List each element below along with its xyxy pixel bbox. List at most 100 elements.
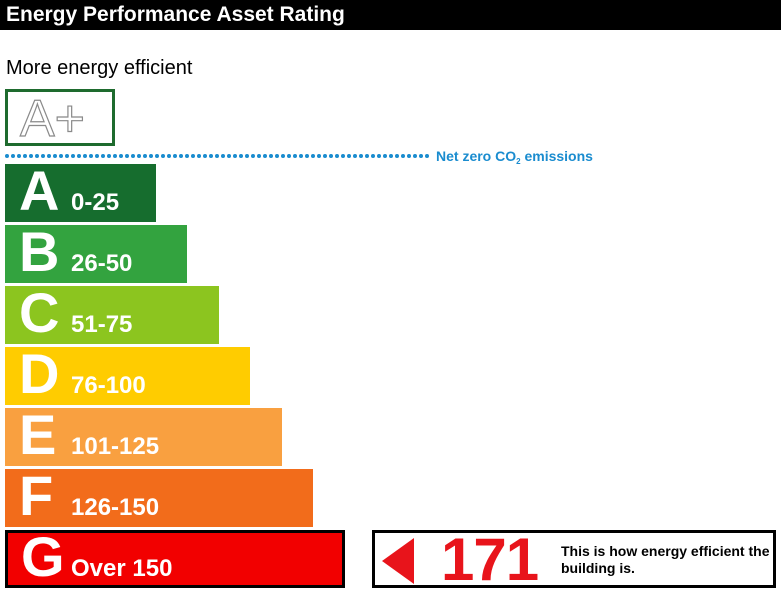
dot [299,154,303,158]
dot [317,154,321,158]
dot [95,154,99,158]
dot [11,154,15,158]
header-bar: Energy Performance Asset Rating [0,0,781,30]
band-b: B 26-50 [5,220,187,283]
dot [35,154,39,158]
band-f: F 126-150 [5,464,313,527]
dot [161,154,165,158]
dot [89,154,93,158]
dot [233,154,237,158]
dotted-line [5,154,429,158]
dot [77,154,81,158]
dot [5,154,9,158]
dot [407,154,411,158]
dot [257,154,261,158]
dot [203,154,207,158]
dot [419,154,423,158]
dot [227,154,231,158]
dot [113,154,117,158]
dot [143,154,147,158]
dot [263,154,267,158]
band-a: A 0-25 [5,159,156,222]
dot [191,154,195,158]
dot [215,154,219,158]
dot [149,154,153,158]
band-range: 0-25 [71,189,120,216]
dot [59,154,63,158]
dot [47,154,51,158]
dot [197,154,201,158]
dot [359,154,363,158]
dot [275,154,279,158]
band-g: G Over 150 [5,525,345,588]
dot [311,154,315,158]
dot [365,154,369,158]
pointer-arrow-icon [382,538,414,584]
dot [29,154,33,158]
band-range: 26-50 [71,250,133,277]
band-letter: F [19,464,54,527]
dot [401,154,405,158]
dot [83,154,87,158]
band-range: 101-125 [71,433,160,460]
dot [341,154,345,158]
dot [329,154,333,158]
net-zero-label: Net zero CO2 emissions [436,148,593,166]
dot [293,154,297,158]
band-d: D 76-100 [5,342,250,405]
band-a-plus-label: A+ [20,92,85,143]
band-range: 126-150 [71,494,160,521]
dot [173,154,177,158]
dot [377,154,381,158]
rating-description: This is how energy efficient the buildin… [561,543,770,576]
dot [389,154,393,158]
dot [131,154,135,158]
dot [383,154,387,158]
dot [413,154,417,158]
dot [245,154,249,158]
band-range: Over 150 [71,555,173,582]
dot [65,154,69,158]
dot [17,154,21,158]
dot [41,154,45,158]
band-letter: B [19,220,60,283]
dot [167,154,171,158]
band-letter: C [19,281,60,344]
band-range: 51-75 [71,311,133,338]
dot [347,154,351,158]
dot [239,154,243,158]
dot [335,154,339,158]
dot [221,154,225,158]
dot [125,154,129,158]
dot [185,154,189,158]
net-zero-line: Net zero CO2 emissions [5,146,705,166]
dot [395,154,399,158]
band-letter: D [19,342,60,405]
dot [179,154,183,158]
dot [119,154,123,158]
dot [353,154,357,158]
dot [323,154,327,158]
rating-value: 171 [441,526,539,591]
page-title: Energy Performance Asset Rating [6,3,345,26]
band-letter: G [21,525,65,588]
dot [137,154,141,158]
band-c: C 51-75 [5,281,219,344]
dot [305,154,309,158]
dot [23,154,27,158]
scale-label: More energy efficient [6,57,193,79]
band-range: 76-100 [71,372,146,399]
band-letter: E [19,403,57,466]
band-letter: A [19,159,60,222]
dot [269,154,273,158]
dot [71,154,75,158]
dot [371,154,375,158]
current-rating-box: 171 This is how energy efficient the bui… [372,526,776,591]
dot [155,154,159,158]
dot [107,154,111,158]
dot [281,154,285,158]
dot [251,154,255,158]
dot [53,154,57,158]
dot [425,154,429,158]
dot [287,154,291,158]
